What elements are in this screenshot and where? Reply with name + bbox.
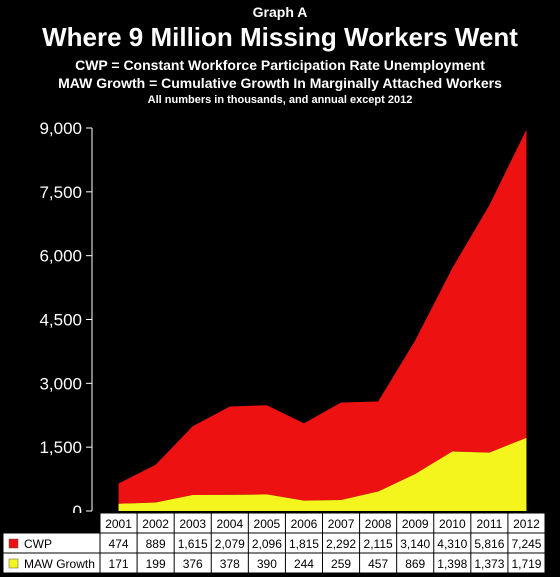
data-label: 390 (257, 557, 277, 571)
y-tick-label: 7,500 (39, 183, 82, 202)
series-area-maw-growth (118, 437, 527, 511)
y-tick-label: 1,500 (39, 438, 82, 457)
y-tick-label: 0 (73, 502, 82, 521)
data-label: 2,115 (364, 537, 393, 551)
data-label: 1,398 (437, 557, 467, 571)
data-label: 376 (183, 557, 203, 571)
y-tick-label: 4,500 (39, 311, 82, 330)
chart-note: All numbers in thousands, and annual exc… (147, 94, 413, 106)
x-tick-label: 2004 (216, 517, 243, 531)
x-tick-label: 2005 (254, 517, 281, 531)
x-tick-label: 2007 (328, 517, 355, 531)
chart-subtitle-maw: MAW Growth = Cumulative Growth In Margin… (58, 75, 502, 91)
data-label: 7,245 (511, 537, 541, 551)
x-tick-label: 2008 (365, 517, 392, 531)
data-label: 474 (109, 537, 129, 551)
data-label: 1,615 (178, 537, 208, 551)
data-label: 1,815 (289, 537, 319, 551)
x-tick-label: 2001 (105, 517, 132, 531)
chart-title: Where 9 Million Missing Workers Went (42, 22, 518, 52)
data-label: 244 (294, 557, 314, 571)
data-label: 1,719 (511, 557, 541, 571)
data-label: 869 (405, 557, 425, 571)
data-table: 2001 2002 2003 2004 2005 2006 2007 2008 2009 2010… (2, 512, 546, 574)
x-tick-label: 2006 (291, 517, 318, 531)
data-label: 2,096 (252, 537, 282, 551)
data-label: 3,140 (400, 537, 430, 551)
data-label: 5,816 (474, 537, 504, 551)
legend-label: MAW Growth (24, 557, 95, 571)
data-label: 457 (368, 557, 388, 571)
data-label: 199 (146, 557, 166, 571)
legend-label: CWP (24, 537, 52, 551)
series-area-cwp (118, 129, 527, 504)
data-label: 4,310 (437, 537, 467, 551)
y-tick-label: 3,000 (39, 374, 82, 393)
data-label: 1,373 (474, 557, 504, 571)
data-label: 171 (109, 557, 129, 571)
data-label: 259 (331, 557, 351, 571)
y-axis: 0 1,500 3,000 4,500 6,000 7,500 9,000 (39, 119, 93, 521)
legend-swatch (8, 558, 19, 569)
x-tick-label: 2012 (513, 517, 540, 531)
x-tick-label: 2010 (439, 517, 466, 531)
y-tick-label: 9,000 (39, 119, 82, 138)
chart-subtitle-cwp: CWP = Constant Workforce Participation R… (75, 57, 485, 73)
data-label: 889 (146, 537, 166, 551)
data-label: 2,292 (326, 537, 356, 551)
x-tick-label: 2011 (476, 517, 502, 531)
legend-swatch (8, 538, 19, 549)
plot-area (118, 129, 527, 511)
x-tick-label: 2003 (179, 517, 206, 531)
data-label: 378 (220, 557, 240, 571)
graph-label: Graph A (252, 4, 308, 20)
y-tick-label: 6,000 (39, 247, 82, 266)
x-tick-label: 2002 (142, 517, 169, 531)
data-label: 2,079 (215, 537, 245, 551)
table-header-corner (3, 513, 100, 533)
x-tick-label: 2009 (402, 517, 429, 531)
